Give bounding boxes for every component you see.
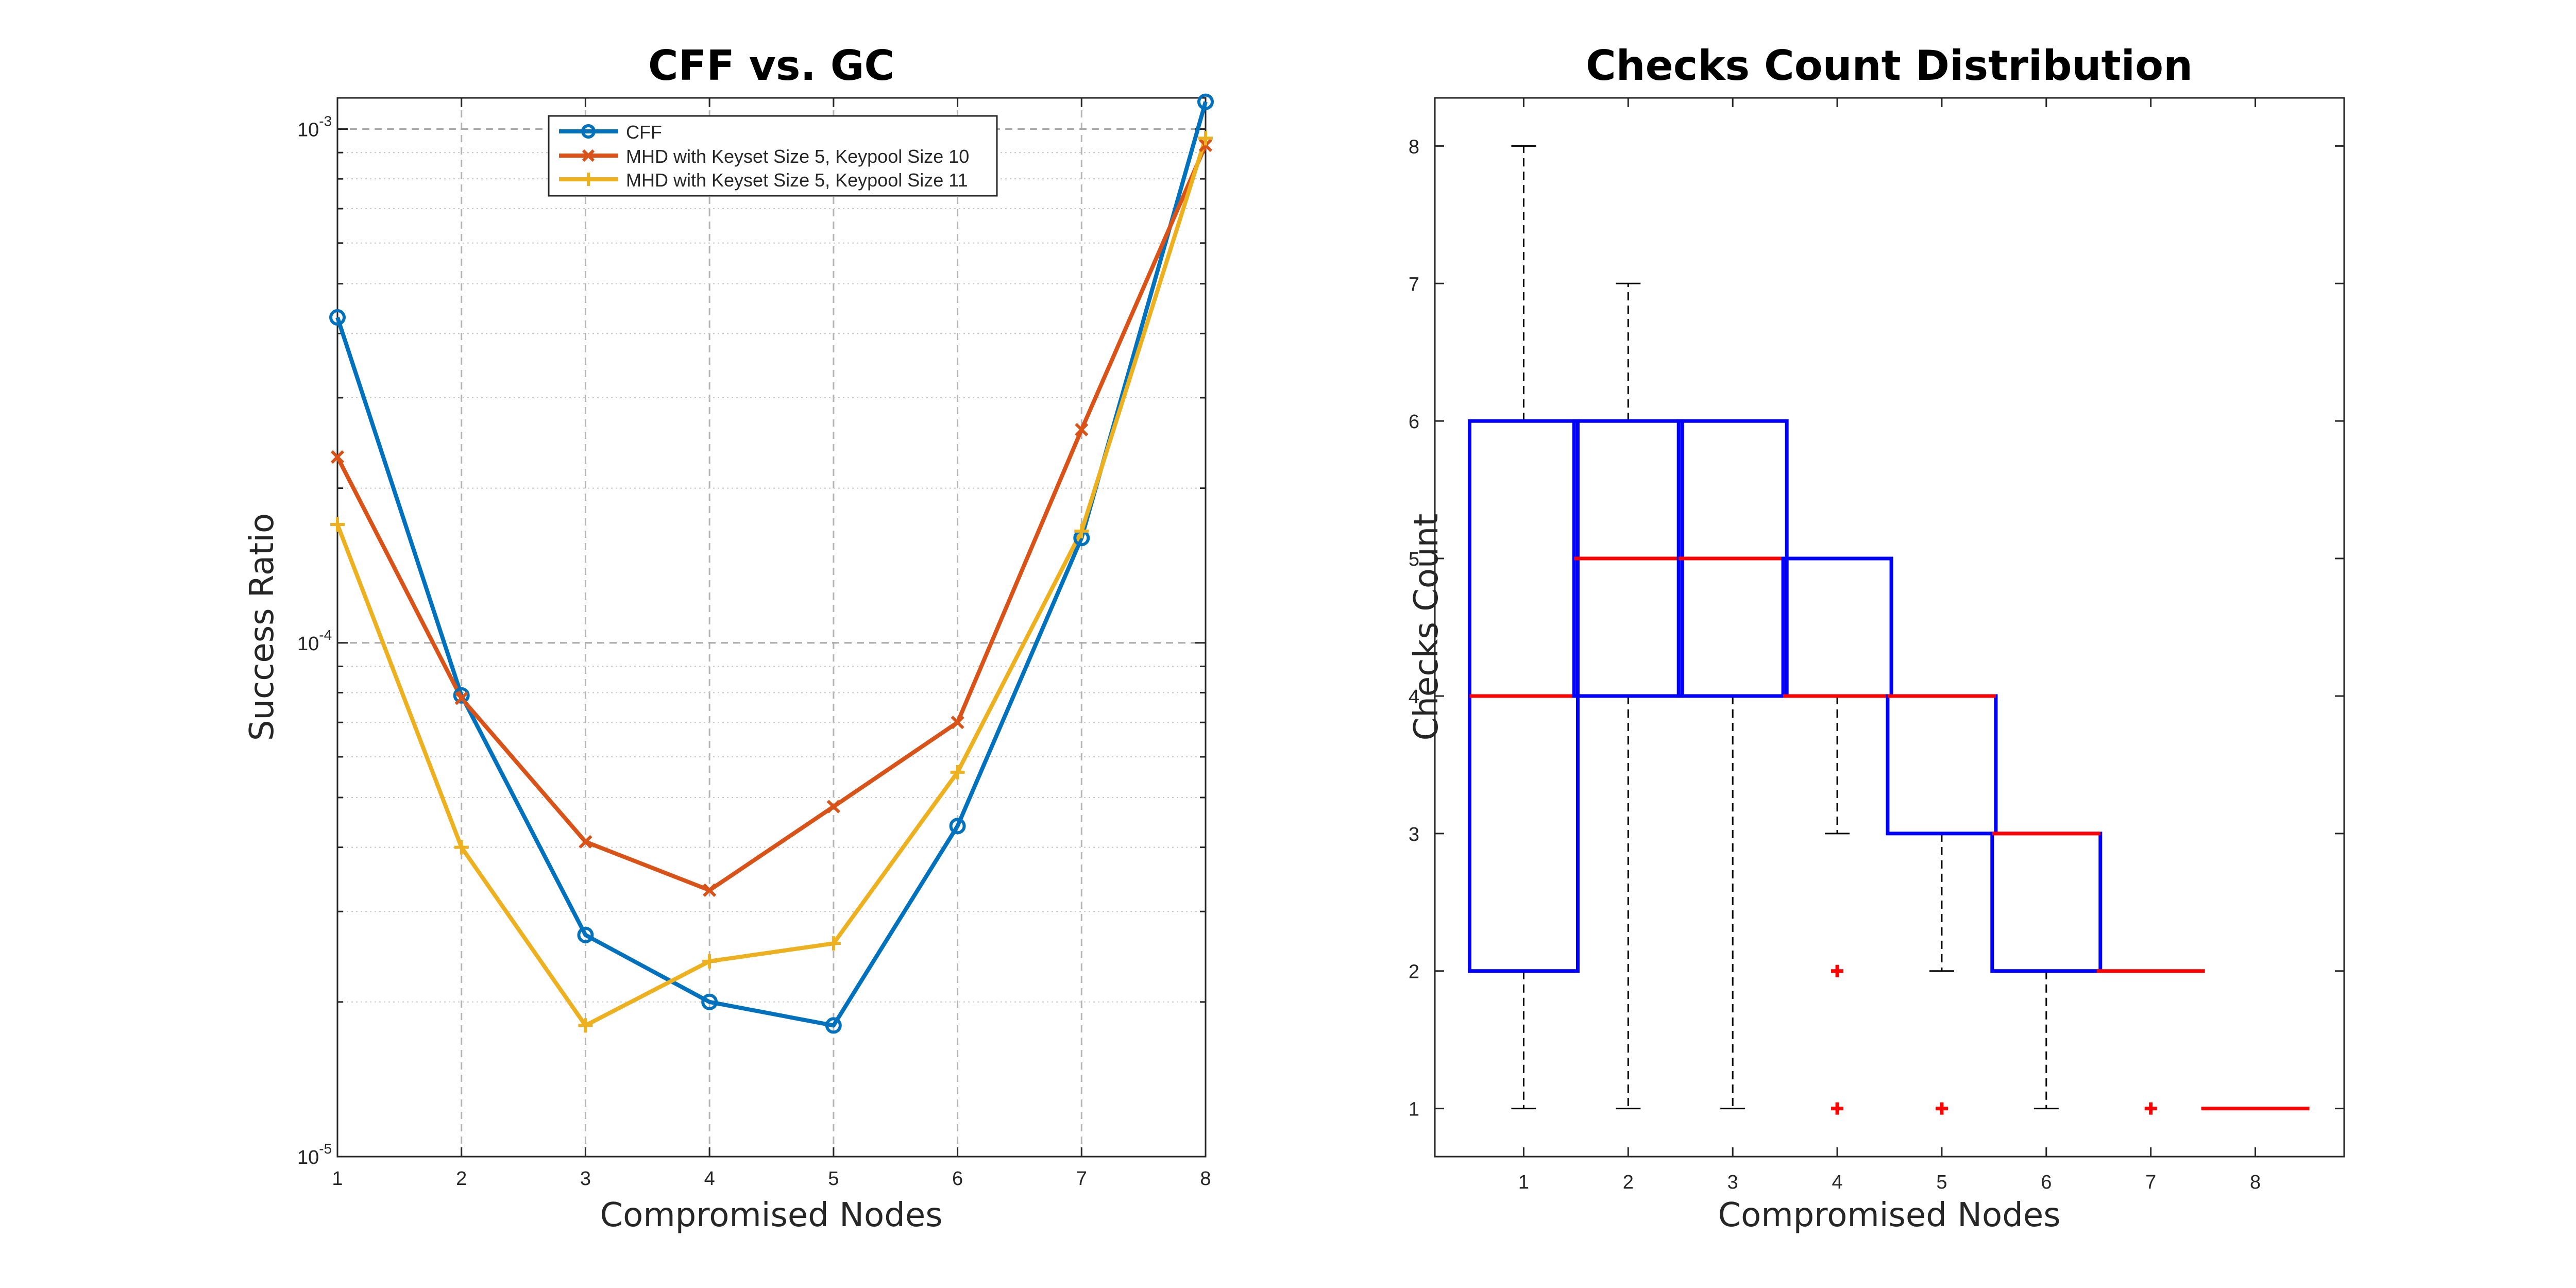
series-line-0 (335, 101, 1208, 1028)
data-point (701, 993, 718, 1010)
legend-label: MHD with Keyset Size 5, Keypool Size 11 (626, 170, 968, 191)
x-tick-label: 7 (1076, 1168, 1087, 1190)
y-tick-label: 10-3 (297, 113, 332, 141)
legend-marker-mhd-10 (582, 149, 595, 162)
x-tick-label: 8 (1200, 1168, 1211, 1190)
box-chart-boxes (1467, 145, 2310, 1115)
x-tick-label: 5 (828, 1168, 839, 1190)
y-tick-label: 4 (1409, 686, 1419, 708)
legend-box (548, 115, 998, 197)
x-tick-label: 6 (2041, 1172, 2052, 1193)
line-chart-axes-box (336, 97, 1207, 1158)
x-tick-label: 7 (2145, 1172, 2156, 1193)
data-point (579, 835, 592, 849)
x-tick-label: 2 (456, 1168, 467, 1190)
y-tick-label: 2 (1409, 961, 1419, 983)
data-point (702, 954, 717, 969)
x-tick-label: 8 (2250, 1172, 2261, 1193)
data-point (1075, 422, 1089, 437)
y-tick-label: 10-5 (297, 1141, 332, 1168)
x-tick-label: 1 (332, 1168, 343, 1190)
outlier (1935, 1102, 1948, 1115)
data-point (826, 800, 840, 814)
legend-entry-cff: CFF (559, 122, 662, 143)
x-tick-label: 4 (704, 1168, 715, 1190)
data-point (453, 687, 470, 704)
series-line-2 (335, 138, 1208, 1028)
line-chart: 1 2 3 4 5 6 7 8 10-5 10-4 10-3 CFF vs. GC Compromi… (243, 42, 1214, 1234)
y-tick-label: 7 (1409, 274, 1419, 295)
box-group (1990, 832, 2103, 1110)
legend-entry-mhd-keypool-10: MHD with Keyset Size 5, Keypool Size 10 (559, 146, 969, 167)
x-tick-label: 5 (1936, 1172, 1947, 1193)
legend-entry-mhd-keypool-11: MHD with Keyset Size 5, Keypool Size 11 (559, 170, 968, 191)
line-chart-title: CFF vs. GC (648, 42, 894, 90)
data-point (330, 450, 345, 464)
y-tick-label: 8 (1409, 136, 1419, 158)
y-tick-label: 5 (1409, 549, 1419, 570)
data-point (949, 818, 966, 835)
data-point (578, 1018, 593, 1033)
x-tick-label: 1 (1518, 1172, 1529, 1193)
box-group (1886, 694, 1998, 1115)
data-point (951, 716, 964, 730)
data-point (454, 691, 468, 705)
outlier (2144, 1102, 2157, 1115)
x-tick-label: 2 (1623, 1172, 1634, 1193)
legend-label: MHD with Keyset Size 5, Keypool Size 10 (626, 146, 969, 167)
line-chart-x-axis-label: Compromised Nodes (600, 1196, 942, 1234)
y-tick-label: 1 (1409, 1099, 1419, 1121)
line-chart-series (329, 93, 1214, 1034)
data-point (1074, 523, 1089, 538)
box-group (2096, 969, 2205, 1115)
line-chart-grid (337, 98, 1206, 1157)
legend-marker-mhd-11 (582, 173, 595, 186)
data-point (577, 926, 594, 943)
data-point (826, 936, 841, 951)
data-point (703, 883, 717, 897)
outlier (1831, 1102, 1844, 1115)
data-point (1197, 93, 1214, 110)
box-chart-x-axis-label: Compromised Nodes (1718, 1196, 2060, 1234)
box-chart-y-axis-label: Checks Count (1408, 514, 1446, 741)
y-tick-label: 3 (1409, 824, 1419, 845)
line-chart-ticks: 1 2 3 4 5 6 7 8 10-5 10-4 10-3 (297, 98, 1211, 1190)
data-point (454, 840, 469, 855)
legend-label: CFF (626, 122, 662, 143)
box-chart-axes-box (1434, 97, 2345, 1158)
x-tick-label: 3 (580, 1168, 591, 1190)
legend-marker-cff (581, 124, 596, 139)
data-point (825, 1017, 842, 1034)
x-tick-label: 3 (1727, 1172, 1738, 1193)
x-tick-label: 4 (1832, 1172, 1842, 1193)
line-chart-y-axis-label: Success Ratio (243, 513, 281, 741)
box-group (1781, 556, 1893, 1115)
box-chart: 1 2 3 4 5 6 7 8 1 2 3 4 5 6 7 8 Checks Count Distributi… (1408, 42, 2345, 1234)
outlier (1831, 964, 1844, 977)
y-tick-label: 10-4 (297, 627, 332, 655)
data-point (950, 765, 965, 779)
x-tick-label: 6 (952, 1168, 963, 1190)
box-chart-title: Checks Count Distribution (1586, 42, 2193, 90)
series-line-1 (335, 144, 1208, 892)
box-chart-ticks: 1 2 3 4 5 6 7 8 1 2 3 4 5 6 7 8 (1409, 98, 2344, 1193)
y-tick-label: 6 (1409, 411, 1419, 433)
data-point (329, 309, 346, 326)
legend: CFF MHD with Keyset Size 5, Keypool Size… (548, 115, 998, 197)
data-point (330, 517, 345, 532)
data-point (1198, 131, 1213, 146)
